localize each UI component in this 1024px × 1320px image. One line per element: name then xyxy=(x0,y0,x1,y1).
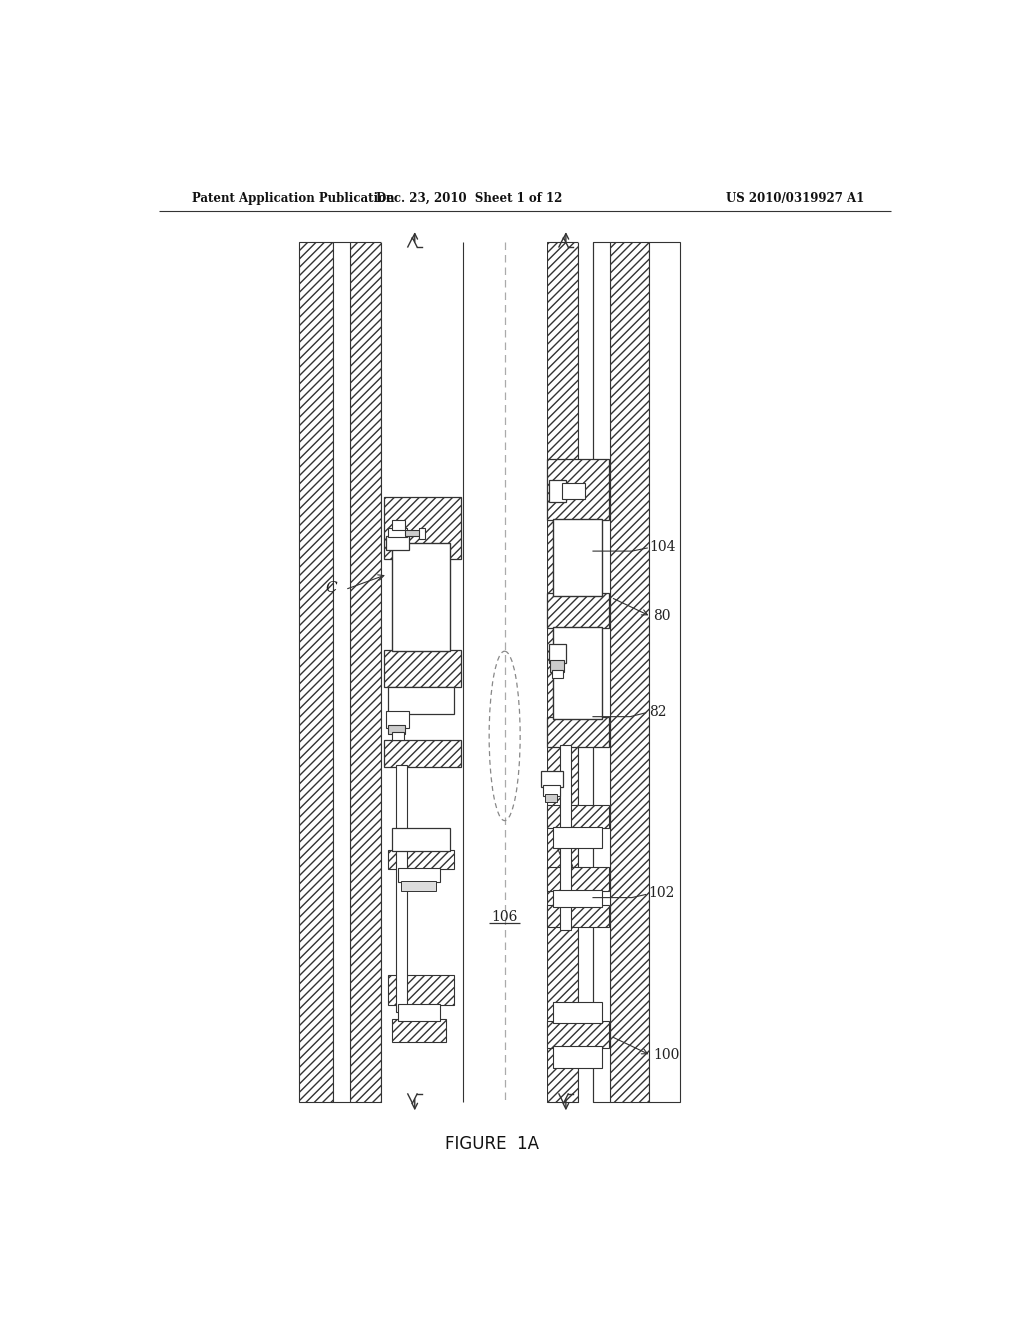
Bar xyxy=(547,906,608,927)
Bar xyxy=(649,242,680,1102)
Text: 104: 104 xyxy=(649,540,676,554)
Bar xyxy=(553,627,602,719)
Bar xyxy=(562,483,586,499)
Bar xyxy=(549,644,566,663)
Bar xyxy=(547,459,608,520)
Bar xyxy=(388,686,454,714)
Bar xyxy=(388,528,407,537)
Bar xyxy=(406,531,423,536)
Bar xyxy=(547,718,608,747)
Bar xyxy=(334,242,350,1102)
Bar xyxy=(391,544,450,651)
Bar xyxy=(547,1020,608,1048)
Text: 80: 80 xyxy=(653,609,671,623)
Bar xyxy=(299,242,334,1102)
Bar xyxy=(384,649,461,686)
Bar xyxy=(419,528,425,539)
Bar xyxy=(545,795,557,803)
Bar xyxy=(547,805,608,829)
Bar xyxy=(547,594,608,628)
Text: 106: 106 xyxy=(492,909,518,924)
Bar xyxy=(593,242,610,1102)
Bar xyxy=(381,242,463,1102)
Bar xyxy=(541,771,563,788)
Bar xyxy=(463,242,547,1102)
Bar xyxy=(547,242,578,1102)
Bar xyxy=(397,869,440,882)
Bar xyxy=(386,536,410,549)
Bar xyxy=(552,671,563,678)
Bar xyxy=(384,498,461,558)
Text: Dec. 23, 2010  Sheet 1 of 12: Dec. 23, 2010 Sheet 1 of 12 xyxy=(376,191,562,205)
Bar xyxy=(391,733,403,739)
Bar xyxy=(553,1002,602,1023)
Bar xyxy=(391,1019,445,1043)
Bar xyxy=(553,1047,602,1068)
Text: FIGURE  1A: FIGURE 1A xyxy=(445,1135,540,1152)
Text: US 2010/0319927 A1: US 2010/0319927 A1 xyxy=(726,191,864,205)
Text: Patent Application Publication: Patent Application Publication xyxy=(191,191,394,205)
Bar xyxy=(391,829,450,851)
Text: 100: 100 xyxy=(653,1048,680,1061)
Bar xyxy=(391,520,406,529)
Bar xyxy=(610,242,649,1102)
Bar xyxy=(553,890,602,907)
Bar xyxy=(388,725,406,734)
Bar xyxy=(400,880,435,891)
Text: 82: 82 xyxy=(649,705,667,719)
Bar xyxy=(350,242,381,1102)
Bar xyxy=(397,1003,440,1020)
Bar xyxy=(384,739,461,767)
Bar xyxy=(388,974,454,1006)
Bar xyxy=(543,785,560,796)
Bar xyxy=(578,242,593,1102)
Bar xyxy=(386,711,410,729)
Bar xyxy=(547,867,608,891)
Bar xyxy=(388,850,454,869)
Bar xyxy=(560,744,571,929)
Text: C: C xyxy=(326,581,337,595)
Bar xyxy=(553,826,602,849)
Text: 102: 102 xyxy=(649,886,675,900)
Bar xyxy=(550,660,564,672)
Bar xyxy=(549,480,566,502)
Bar xyxy=(553,519,602,595)
Bar xyxy=(396,766,407,1011)
